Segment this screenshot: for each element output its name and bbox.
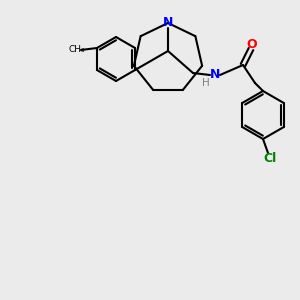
Text: N: N xyxy=(163,16,173,29)
Text: Cl: Cl xyxy=(263,152,277,166)
Text: N: N xyxy=(210,68,220,82)
Text: H: H xyxy=(202,78,210,88)
Text: CH₃: CH₃ xyxy=(69,46,85,55)
Text: O: O xyxy=(247,38,257,50)
